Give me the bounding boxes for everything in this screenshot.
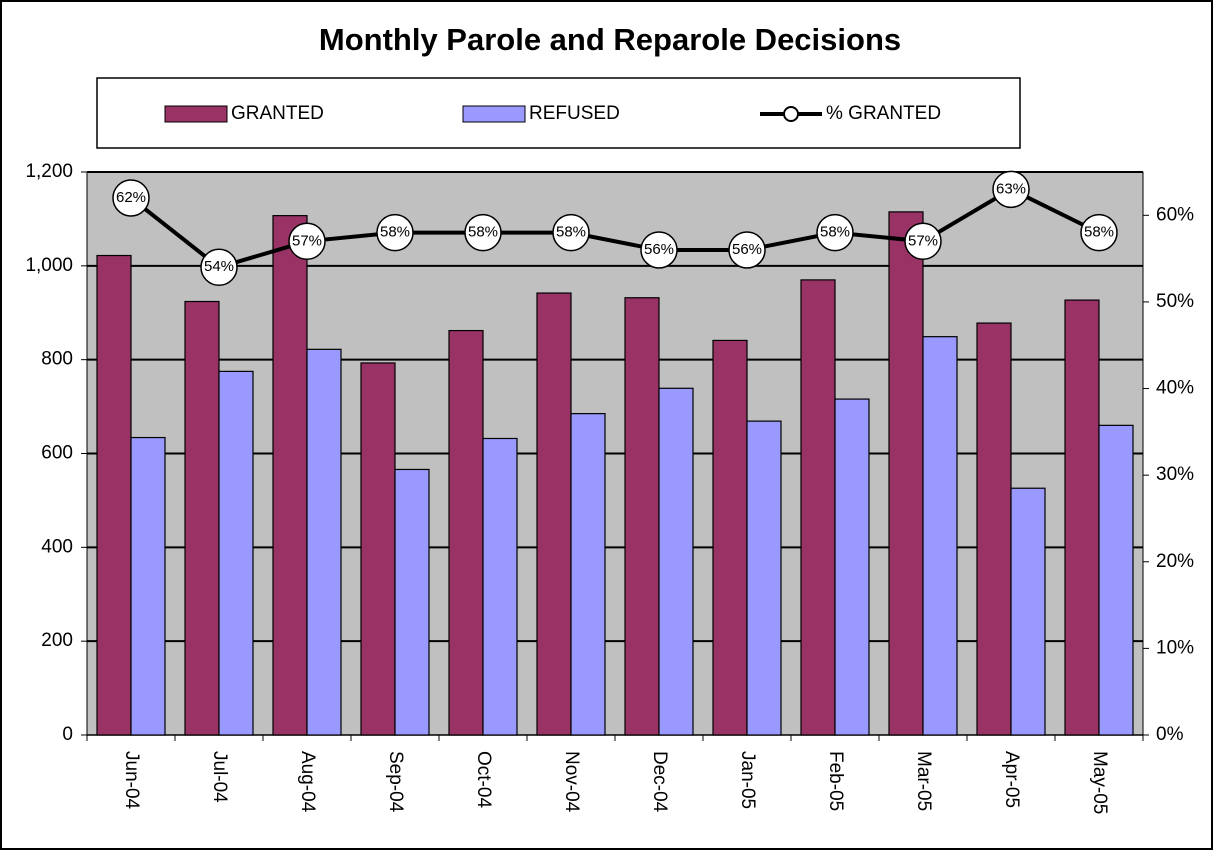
marker <box>640 231 678 269</box>
y2-tick-label: 10% <box>1156 637 1194 658</box>
marker <box>1080 213 1118 252</box>
legend-label: GRANTED <box>231 103 324 124</box>
bar <box>96 254 132 736</box>
data-label: 57% <box>908 232 938 249</box>
data-label: 56% <box>644 241 674 258</box>
bar <box>834 398 870 736</box>
y2-tick-label: 30% <box>1156 464 1194 485</box>
y2-tick-label: 20% <box>1156 551 1194 572</box>
bar <box>746 420 782 736</box>
x-tick-label: Mar-05 <box>913 751 934 811</box>
bar <box>658 387 694 736</box>
y2-tick-label: 40% <box>1156 378 1194 399</box>
bar <box>1064 299 1100 736</box>
y-tick-label: 0 <box>62 724 73 745</box>
bar <box>1010 487 1046 736</box>
bar <box>800 279 836 736</box>
x-tick-label: Feb-05 <box>825 751 846 811</box>
marker <box>200 248 238 287</box>
marker <box>728 231 766 269</box>
x-tick-label: Sep-04 <box>385 751 406 813</box>
y2-tick-label: 0% <box>1156 724 1184 745</box>
legend-swatch <box>164 105 228 123</box>
data-label: 58% <box>380 224 410 241</box>
legend-label: REFUSED <box>529 103 620 124</box>
marker <box>376 213 414 252</box>
bar <box>922 336 958 736</box>
y-tick-label: 1,000 <box>25 255 73 276</box>
data-label: 57% <box>292 232 322 249</box>
bar <box>448 329 484 736</box>
x-tick-label: Jan-05 <box>737 751 758 809</box>
y-tick-label: 800 <box>41 349 73 370</box>
x-tick-label: Nov-04 <box>561 751 582 813</box>
y-tick-label: 600 <box>41 443 73 464</box>
bar <box>570 413 606 736</box>
x-tick-label: Apr-05 <box>1001 751 1022 808</box>
x-tick-label: May-05 <box>1089 751 1110 814</box>
legend-marker <box>783 106 799 122</box>
marker <box>112 179 150 217</box>
data-label: 63% <box>996 180 1026 197</box>
marker <box>992 170 1030 209</box>
bar <box>536 292 572 736</box>
legend-label: % GRANTED <box>826 103 941 124</box>
data-label: 62% <box>116 189 146 206</box>
marker <box>816 213 854 252</box>
legend-box <box>96 77 1021 149</box>
marker <box>288 222 326 261</box>
data-label: 58% <box>820 224 850 241</box>
data-label: 54% <box>204 258 234 275</box>
x-tick-label: Jul-04 <box>209 751 230 803</box>
bar <box>394 468 430 736</box>
bar <box>272 215 308 736</box>
data-label: 56% <box>732 241 762 258</box>
marker <box>552 213 590 252</box>
bar <box>624 297 660 736</box>
bar <box>184 300 220 736</box>
data-label: 58% <box>556 224 586 241</box>
bar <box>306 348 342 736</box>
y-tick-label: 400 <box>41 536 73 557</box>
x-tick-label: Dec-04 <box>649 751 670 813</box>
x-tick-label: Oct-04 <box>473 751 494 808</box>
y2-tick-label: 60% <box>1156 204 1194 225</box>
y-tick-label: 200 <box>41 630 73 651</box>
bar <box>976 322 1012 736</box>
y-tick-label: 1,200 <box>25 161 73 182</box>
chart-title: Monthly Parole and Reparole Decisions <box>319 22 901 57</box>
marker <box>904 222 942 261</box>
bar <box>218 370 254 736</box>
bar <box>482 437 518 736</box>
y2-tick-label: 50% <box>1156 291 1194 312</box>
data-label: 58% <box>468 224 498 241</box>
bar <box>888 211 924 736</box>
data-label: 58% <box>1084 224 1114 241</box>
bar <box>130 436 166 736</box>
bar <box>360 362 396 736</box>
bar <box>712 339 748 736</box>
marker <box>464 213 502 252</box>
legend-swatch <box>462 105 526 123</box>
bar <box>1098 424 1134 736</box>
x-tick-label: Aug-04 <box>297 751 318 813</box>
x-tick-label: Jun-04 <box>121 751 142 810</box>
